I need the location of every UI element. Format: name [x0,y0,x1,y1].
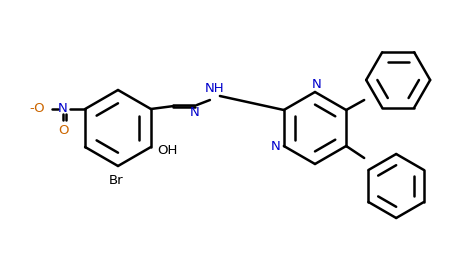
Text: NH: NH [205,83,225,95]
Text: -O: -O [29,102,45,116]
Text: N: N [271,140,281,152]
Text: Br: Br [109,173,123,187]
Text: OH: OH [158,143,178,157]
Text: N: N [58,102,68,116]
Text: N: N [190,107,200,119]
Text: O: O [58,125,68,138]
Text: N: N [312,77,322,91]
